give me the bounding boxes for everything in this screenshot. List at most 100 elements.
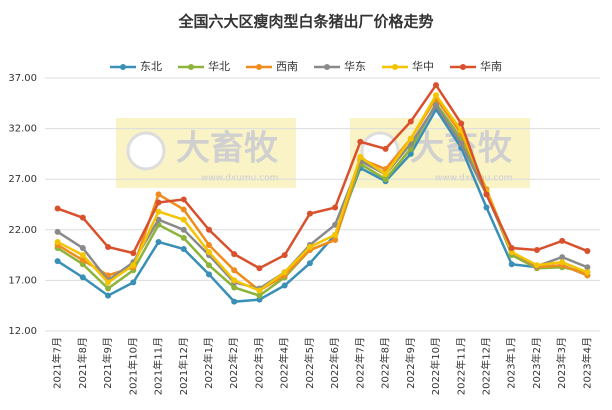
x-tick-label: 2022年10月 [429, 337, 442, 395]
point [306, 244, 313, 251]
point [281, 282, 288, 289]
legend-label: 华东 [344, 59, 366, 73]
point [79, 252, 86, 259]
point [357, 153, 364, 160]
point [205, 241, 212, 248]
x-tick-label: 2023年3月 [555, 337, 568, 389]
point [382, 171, 389, 178]
point [559, 254, 566, 261]
point [256, 287, 263, 294]
point [533, 247, 540, 254]
point [205, 271, 212, 278]
point [433, 102, 440, 109]
x-tick-label: 2022年7月 [353, 337, 366, 389]
point [281, 252, 288, 259]
legend-marker [392, 64, 398, 70]
point [205, 249, 212, 256]
point [508, 261, 515, 268]
point [584, 269, 591, 276]
point [584, 248, 591, 255]
point [332, 236, 339, 243]
x-tick-label: 2021年8月 [76, 337, 89, 389]
point [559, 237, 566, 244]
x-tick-label: 2022年2月 [227, 337, 240, 389]
x-tick-label: 2021年12月 [177, 337, 190, 395]
point [382, 176, 389, 183]
point [130, 250, 137, 257]
point [180, 226, 187, 233]
x-tick-label: 2022年9月 [404, 337, 417, 389]
point [105, 292, 112, 299]
x-tick-label: 2022年5月 [303, 337, 316, 389]
point [382, 145, 389, 152]
legend-marker [256, 64, 262, 70]
point [306, 210, 313, 217]
legend-marker [460, 64, 466, 70]
x-tick-label: 2022年4月 [278, 337, 291, 389]
point [130, 279, 137, 286]
point [407, 135, 414, 142]
point [483, 204, 490, 211]
point [105, 285, 112, 292]
series-line [57, 82, 588, 270]
y-tick-label: 17.00 [8, 275, 37, 286]
y-tick-label: 37.00 [8, 73, 37, 84]
x-tick-label: 2021年10月 [126, 337, 139, 395]
point [231, 277, 238, 284]
point [79, 214, 86, 221]
point [231, 267, 238, 274]
point [180, 246, 187, 253]
x-tick-label: 2022年6月 [328, 337, 341, 389]
point [433, 92, 440, 99]
x-tick-label: 2022年8月 [379, 337, 392, 389]
watermark-icon [126, 131, 166, 171]
series-line [56, 106, 588, 303]
y-tick-label: 27.00 [8, 174, 37, 185]
watermark-url: www.dxumu.com [201, 174, 278, 184]
point [533, 262, 540, 269]
point [458, 120, 465, 127]
point [231, 284, 238, 291]
point [155, 199, 162, 206]
legend-marker [188, 64, 194, 70]
point [155, 216, 162, 223]
point [54, 258, 61, 265]
x-tick-label: 2021年11月 [152, 337, 165, 395]
x-tick-label: 2022年12月 [479, 337, 492, 395]
point [155, 238, 162, 245]
point [256, 265, 263, 272]
point [508, 245, 515, 252]
point [306, 260, 313, 267]
x-tick-label: 2023年1月 [505, 337, 518, 389]
legend-label: 西南 [276, 60, 298, 73]
x-tick-label: 2021年9月 [101, 337, 114, 389]
point [281, 269, 288, 276]
legend-label: 华中 [412, 59, 434, 73]
chart-title: 全国六大区瘦肉型白条猪出厂价格走势 [177, 13, 433, 31]
legend-marker [120, 64, 126, 70]
point [79, 245, 86, 252]
point [79, 257, 86, 264]
point [231, 298, 238, 305]
x-tick-label: 2023年2月 [530, 337, 543, 389]
point [105, 244, 112, 251]
legend-label: 东北 [140, 60, 162, 73]
point [54, 205, 61, 212]
point [180, 216, 187, 223]
x-tick-label: 2021年7月 [51, 337, 64, 389]
legend-label: 华南 [480, 59, 502, 73]
point [332, 204, 339, 211]
point [180, 196, 187, 203]
point [332, 231, 339, 238]
y-tick-label: 22.00 [8, 225, 37, 236]
x-tick-label: 2022年3月 [252, 337, 265, 389]
point [231, 251, 238, 258]
watermark-text: 大畜牧 [176, 129, 279, 169]
point [256, 292, 263, 299]
x-tick-label: 2022年11月 [454, 337, 467, 395]
point [155, 208, 162, 215]
point [79, 274, 86, 281]
point [584, 264, 591, 271]
y-tick-label: 12.00 [8, 326, 37, 337]
point [54, 228, 61, 235]
